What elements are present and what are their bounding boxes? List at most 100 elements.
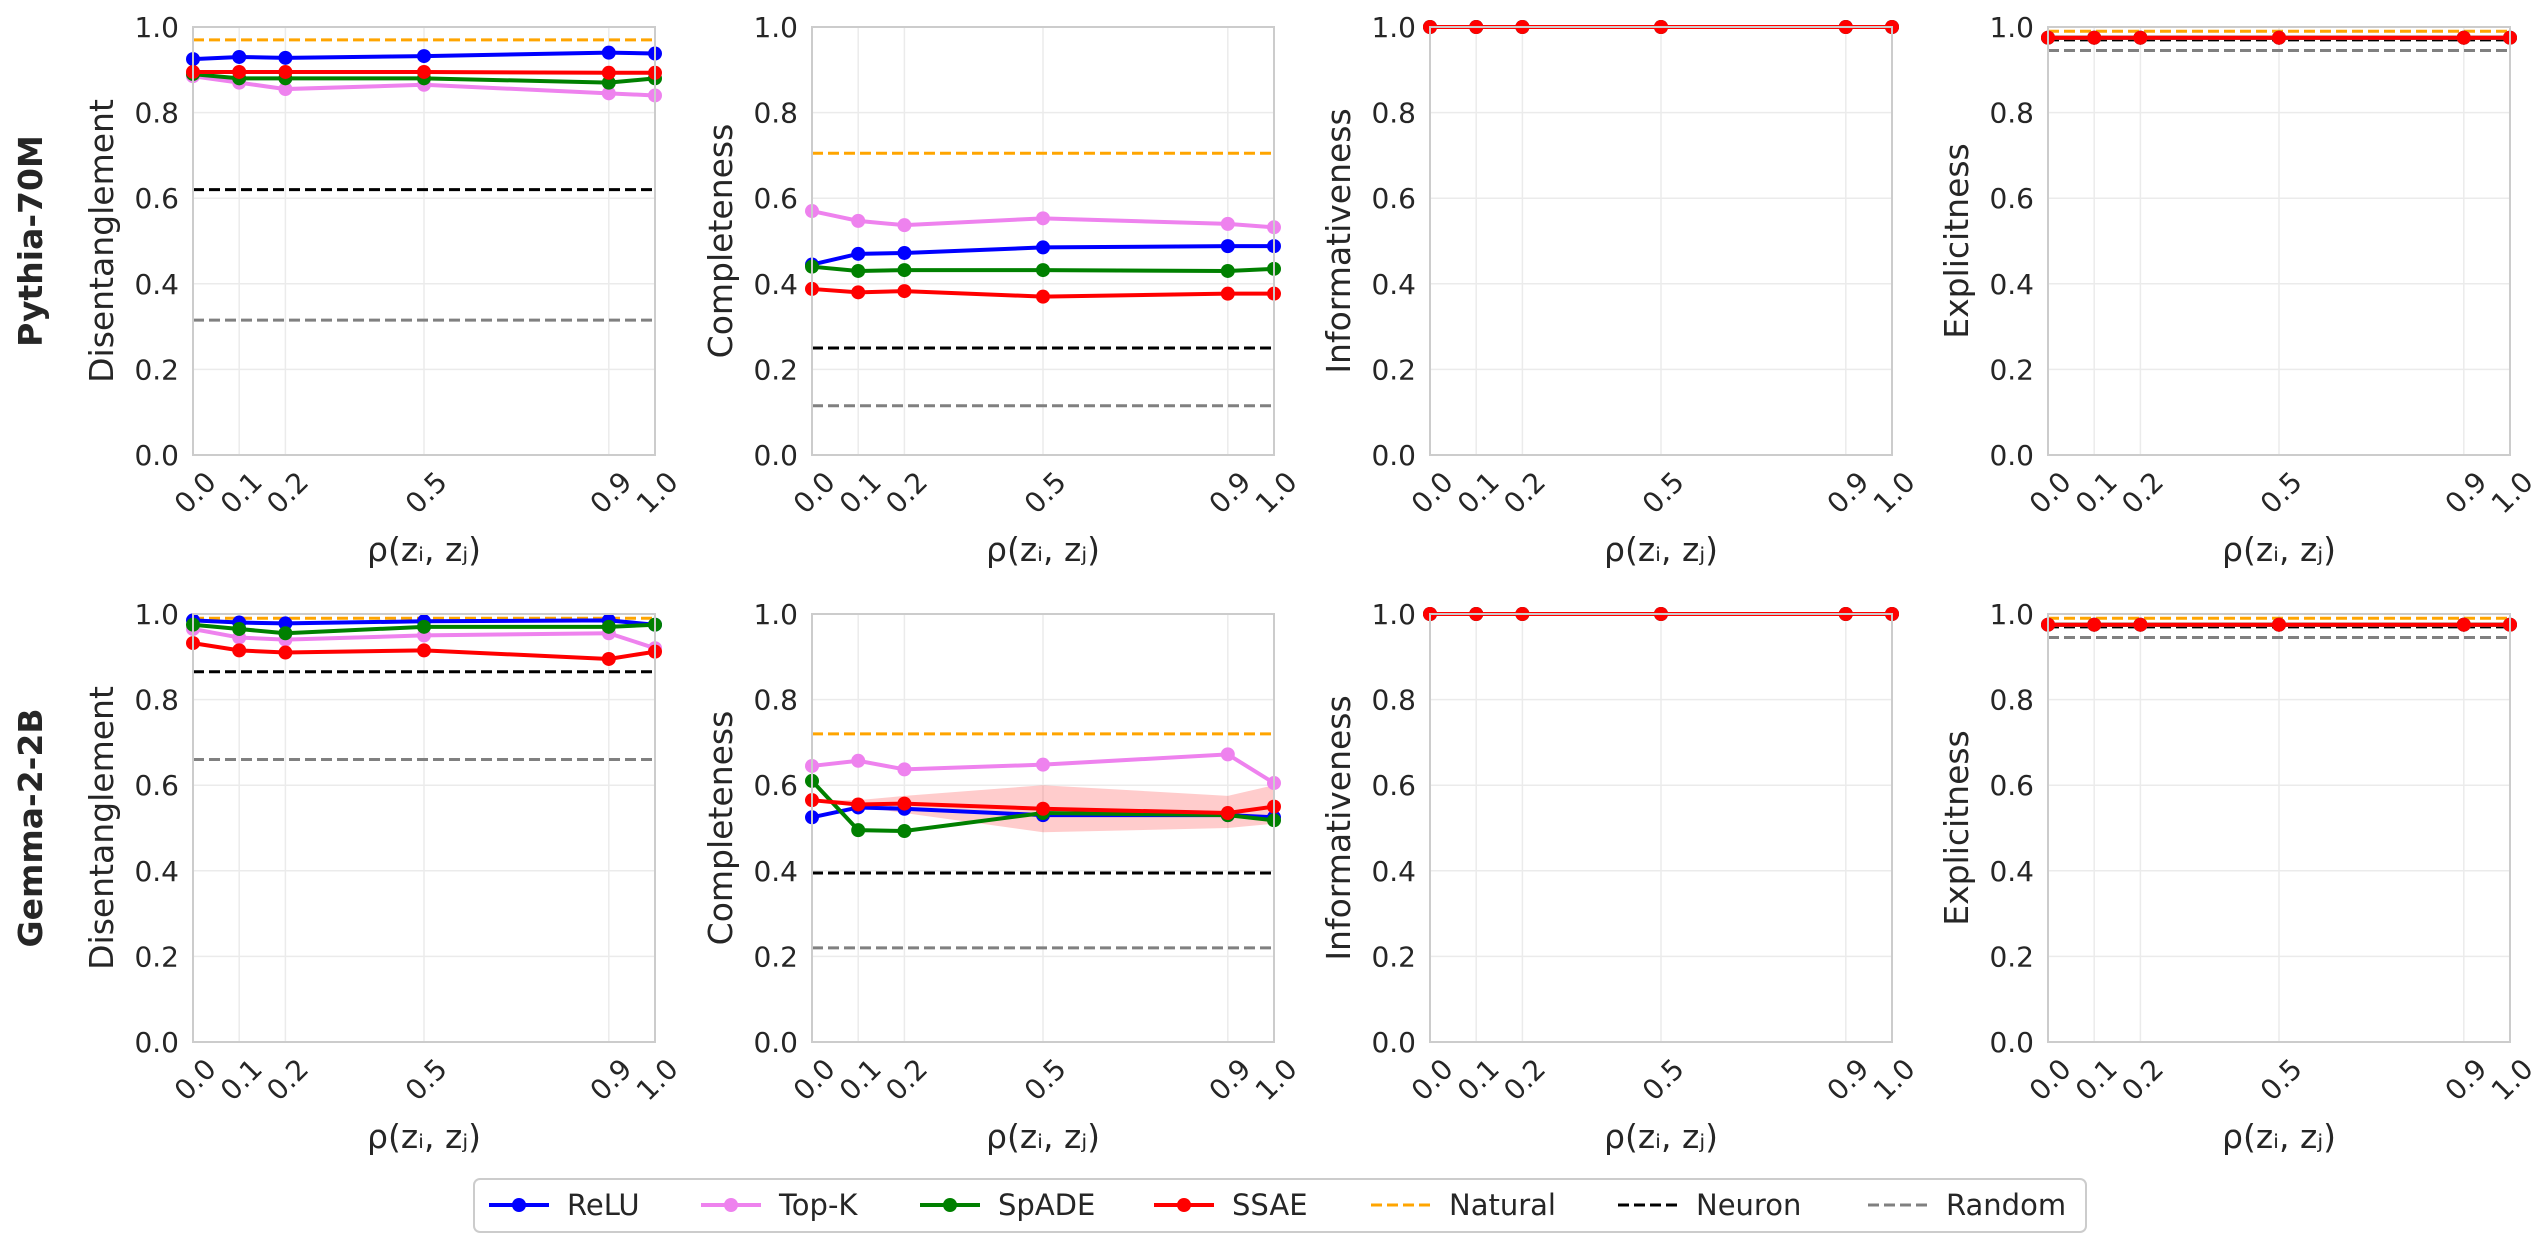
- legend-item-natural: Natural: [1371, 1188, 1556, 1222]
- y-tick-label: 1.0: [1371, 11, 1416, 44]
- data-point: [601, 45, 616, 60]
- legend: ReLU Top-K SpADE SSAE Natural Neuron Random: [473, 1178, 2087, 1233]
- x-tick-label: 0.9: [2439, 1052, 2494, 1107]
- x-tick-label: 0.2: [1497, 465, 1552, 520]
- axes-frame: [811, 613, 1275, 1043]
- y-tick-label: 0.8: [1989, 97, 2034, 130]
- legend-label: Random: [1946, 1188, 2066, 1222]
- series-ssae: [2041, 30, 2517, 45]
- data-point: [851, 797, 866, 812]
- series-spade: [805, 259, 1281, 278]
- x-axis-label: ρ(zᵢ, zⱼ): [1604, 530, 1718, 569]
- legend-label: SpADE: [998, 1188, 1095, 1222]
- data-point: [897, 762, 912, 777]
- y-axis-label: Informativeness: [1319, 695, 1358, 960]
- y-axis-label: Informativeness: [1319, 108, 1358, 373]
- x-axis-label: ρ(zᵢ, zⱼ): [2222, 1117, 2336, 1156]
- data-point: [1220, 239, 1235, 254]
- y-tick-label: 0.8: [1989, 684, 2034, 717]
- legend-item-ssae: SSAE: [1154, 1188, 1308, 1222]
- y-tick-label: 0.0: [134, 439, 179, 472]
- data-point: [417, 49, 431, 64]
- series-line: [193, 69, 655, 75]
- x-axis-label: ρ(zᵢ, zⱼ): [367, 530, 481, 569]
- y-tick-label: 1.0: [753, 11, 798, 44]
- data-point: [278, 82, 293, 97]
- x-tick-label: 0.0: [787, 465, 842, 520]
- y-tick-label: 1.0: [753, 598, 798, 631]
- x-tick-label: 0.2: [879, 1052, 934, 1107]
- data-point: [851, 246, 866, 261]
- data-point: [2133, 30, 2148, 45]
- data-point: [851, 213, 866, 228]
- data-point: [851, 285, 866, 300]
- x-axis-label: ρ(zᵢ, zⱼ): [367, 1117, 481, 1156]
- x-tick-label: 1.0: [2485, 465, 2538, 520]
- axes-frame: [1429, 613, 1893, 1043]
- series-relu: [186, 45, 662, 67]
- y-tick-label: 0.6: [1989, 769, 2034, 802]
- x-tick-label: 0.0: [168, 1052, 223, 1107]
- data-point: [851, 823, 866, 838]
- y-tick-label: 0.4: [134, 855, 179, 888]
- y-axis-label: Completeness: [701, 124, 740, 359]
- x-tick-label: 0.2: [2115, 1052, 2170, 1107]
- data-point: [417, 643, 431, 658]
- y-tick-label: 0.4: [1371, 855, 1416, 888]
- data-point: [1220, 747, 1235, 762]
- y-tick-label: 0.2: [753, 940, 798, 973]
- panel-disentanglement: 0.00.20.40.60.81.00.00.10.2 0.5 0.91.0Dise…: [82, 598, 685, 1156]
- data-point: [2272, 30, 2286, 45]
- x-tick-label: 0.5: [1636, 1052, 1691, 1107]
- series-spade: [186, 617, 662, 641]
- x-tick-label: 1.0: [1867, 465, 1922, 520]
- data-point: [2133, 617, 2148, 632]
- series-line: [811, 244, 1274, 267]
- series-line: [811, 209, 1275, 230]
- legend-box: [473, 1178, 2087, 1233]
- data-point: [897, 218, 912, 233]
- x-tick-label: 0.1: [2069, 1052, 2124, 1107]
- x-tick-label: 0.0: [2023, 1052, 2078, 1107]
- y-tick-label: 0.6: [134, 182, 179, 215]
- data-point: [1036, 801, 1050, 816]
- y-tick-label: 0.4: [1371, 268, 1416, 301]
- data-point: [601, 75, 616, 90]
- data-point: [278, 50, 293, 65]
- x-tick-label: 0.0: [1405, 1052, 1460, 1107]
- panel-informativeness: 0.00.20.40.60.81.00.00.10.2 0.5 0.91.0Info…: [1319, 598, 1922, 1156]
- data-point: [1220, 216, 1235, 231]
- series-line: [192, 641, 656, 661]
- series-line: [192, 622, 656, 636]
- x-tick-label: 1.0: [2485, 1052, 2538, 1107]
- data-point: [897, 796, 912, 811]
- x-tick-label: 0.5: [1018, 1052, 1073, 1107]
- data-point: [897, 245, 912, 260]
- x-tick-label: 0.5: [2254, 1052, 2309, 1107]
- x-tick-label: 0.2: [2115, 465, 2170, 520]
- y-tick-label: 0.4: [753, 855, 798, 888]
- legend-item-random: Random: [1868, 1188, 2066, 1222]
- y-tick-label: 0.6: [1989, 182, 2034, 215]
- panel-informativeness: 0.00.20.40.60.81.00.00.10.2 0.5 0.91.0Info…: [1319, 11, 1922, 569]
- data-point: [2456, 30, 2471, 45]
- data-point: [232, 49, 247, 64]
- series-line: [811, 286, 1274, 299]
- y-tick-label: 0.2: [134, 353, 179, 386]
- data-point: [417, 619, 431, 634]
- x-tick-label: 0.9: [584, 1052, 639, 1107]
- data-point: [601, 65, 616, 80]
- legend-marker: [512, 1198, 526, 1212]
- y-axis-label: Completeness: [701, 711, 740, 946]
- x-axis-label: ρ(zᵢ, zⱼ): [2222, 530, 2336, 569]
- y-tick-label: 0.0: [753, 439, 798, 472]
- y-tick-label: 0.8: [1371, 97, 1416, 130]
- panel-disentanglement: 0.00.20.40.60.81.00.00.10.2 0.5 0.91.0Dise…: [82, 11, 685, 569]
- x-tick-label: 1.0: [630, 465, 685, 520]
- y-tick-label: 0.4: [1989, 855, 2034, 888]
- y-tick-label: 0.8: [134, 97, 179, 130]
- x-tick-label: 0.9: [584, 465, 639, 520]
- data-point: [601, 651, 616, 666]
- legend-label: SSAE: [1232, 1188, 1308, 1222]
- series-line: [192, 72, 656, 85]
